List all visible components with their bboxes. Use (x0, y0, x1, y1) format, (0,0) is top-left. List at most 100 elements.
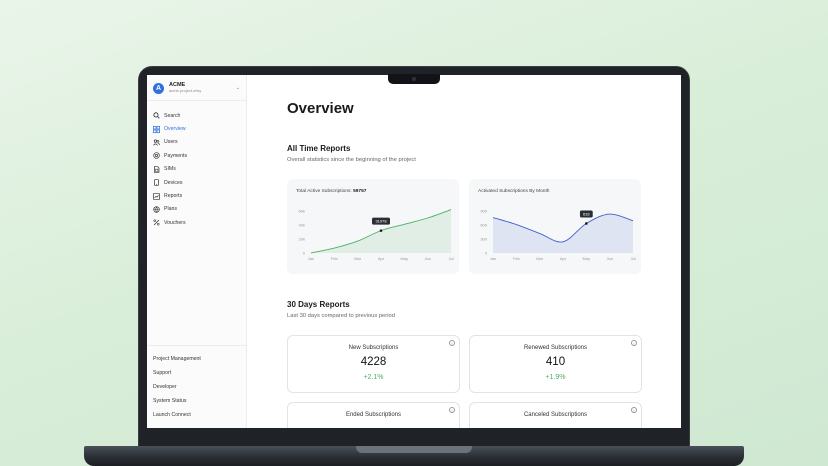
tooltip-box (372, 217, 390, 225)
sidebar-item-vouchers[interactable]: Vouchers (147, 216, 246, 229)
main-content: Overview All Time Reports Overall statis… (247, 75, 681, 428)
sidebar-item-project-management[interactable]: Project Management (153, 356, 201, 362)
workspace-avatar: A (153, 82, 164, 94)
chart-tooltip: 31978 (372, 217, 390, 225)
series-area (493, 214, 633, 253)
stat-label: New Subscriptions (348, 345, 399, 351)
all-time-reports-subtitle: Overall statistics since the beginning o… (287, 157, 416, 163)
search-icon (153, 112, 160, 119)
x-tick-label: Apr (560, 256, 567, 261)
device-icon (153, 179, 160, 187)
thirty-days-reports-subtitle: Last 30 days compared to previous period (287, 313, 395, 319)
sidebar-item-sims[interactable]: SIMs (147, 163, 246, 176)
sidebar-item-label: Payments (164, 152, 188, 159)
sidebar: A ACME acme-project-ehry ⌄ Search Overvi… (147, 75, 247, 428)
stat-card-canceled-subscriptions: i Canceled Subscriptions (469, 402, 642, 428)
sidebar-item-system-status[interactable]: System Status (153, 398, 187, 404)
sidebar-item-developer[interactable]: Developer (153, 384, 177, 390)
stat-label: Renewed Subscriptions (523, 345, 588, 351)
sidebar-item-reports[interactable]: Reports (147, 189, 246, 202)
laptop-base (84, 446, 744, 466)
info-icon[interactable]: i (631, 407, 637, 413)
stat-change: +2.1% (363, 374, 384, 381)
y-tick-label: 40k (299, 223, 305, 228)
sidebar-item-support[interactable]: Support (153, 370, 172, 376)
users-icon (153, 139, 160, 146)
stat-card-renewed-subscriptions: i Renewed Subscriptions 410 +1.9% (469, 335, 642, 393)
x-tick-label: Jul (630, 256, 635, 261)
x-tick-label: Mar (536, 256, 544, 261)
chevron-down-icon: ⌄ (235, 85, 240, 91)
y-tick-label: 900 (480, 209, 487, 214)
sidebar-item-label: Reports (164, 193, 183, 200)
data-point[interactable] (585, 222, 588, 225)
tooltip-box (579, 210, 593, 218)
app-window: A ACME acme-project-ehry ⌄ Search Overvi… (147, 75, 681, 428)
sidebar-item-search[interactable]: Search (147, 109, 246, 122)
x-tick-label: Jan (308, 256, 314, 261)
stat-label: Ended Subscriptions (345, 412, 402, 418)
chart-title: Total Active Subscriptions: 59757 (296, 189, 366, 194)
y-tick-label: 0 (485, 251, 488, 256)
y-tick-label: 300 (480, 237, 487, 242)
sidebar-item-overview[interactable]: Overview (147, 122, 246, 135)
stat-change: +1.9% (545, 374, 566, 381)
stat-value: 410 (545, 356, 566, 368)
x-tick-label: May (583, 256, 591, 261)
plans-icon (153, 206, 160, 213)
laptop-groove (356, 446, 472, 453)
sidebar-item-label: Vouchers (164, 219, 186, 226)
sidebar-bottom-nav: Project Management Support Developer Sys… (147, 345, 246, 422)
info-icon[interactable]: i (449, 407, 455, 413)
page-title: Overview (287, 100, 354, 117)
tooltip-value: 31978 (375, 219, 387, 224)
sidebar-item-label: Overview (164, 126, 186, 133)
y-tick-label: 0 (303, 251, 306, 256)
x-tick-label: Jun (424, 256, 430, 261)
y-tick-label: 20k (299, 237, 305, 242)
grid-icon (153, 125, 160, 133)
camera-notch (388, 74, 440, 84)
workspace-name: ACME (169, 81, 186, 88)
x-tick-label: Jul (448, 256, 453, 261)
percent-icon (153, 219, 160, 226)
chart-title-prefix: Total Active Subscriptions: (296, 189, 352, 194)
info-icon[interactable]: i (631, 340, 637, 346)
chart-tooltip: 633 (579, 210, 593, 218)
payments-icon (153, 152, 160, 160)
x-tick-label: Jan (490, 256, 496, 261)
sidebar-item-label: Devices (164, 179, 183, 186)
all-time-reports-title: All Time Reports (287, 144, 351, 153)
y-tick-label: 600 (480, 223, 487, 228)
info-icon[interactable]: i (449, 340, 455, 346)
activated-subscriptions-chart-card: Activated Subscriptions By Month 900 600 3… (469, 179, 641, 274)
data-point[interactable] (379, 229, 383, 232)
thirty-days-reports-title: 30 Days Reports (287, 300, 350, 309)
sidebar-nav: Search Overview Users Payments (147, 101, 246, 230)
sidebar-item-label: Plans (164, 206, 177, 213)
sidebar-item-payments[interactable]: Payments (147, 149, 246, 162)
x-tick-label: Apr (378, 256, 385, 261)
x-tick-label: Feb (331, 256, 339, 261)
camera-icon (412, 77, 416, 81)
workspace-switcher[interactable]: A ACME acme-project-ehry ⌄ (147, 75, 246, 101)
sidebar-item-launch-connect[interactable]: Launch Connect (153, 412, 191, 418)
workspace-project: acme-project-ehry (169, 88, 202, 94)
stat-card-new-subscriptions: i New Subscriptions 4228 +2.1% (287, 335, 460, 393)
y-tick-label: 60k (299, 209, 305, 214)
x-tick-label: May (401, 256, 409, 261)
chart-title-value: 59757 (353, 189, 367, 194)
stat-card-ended-subscriptions: i Ended Subscriptions (287, 402, 460, 428)
x-tick-label: Jun (606, 256, 612, 261)
stat-value: 4228 (360, 356, 387, 368)
sidebar-item-plans[interactable]: Plans (147, 203, 246, 216)
sidebar-item-label: SIMs (164, 166, 176, 173)
sidebar-item-users[interactable]: Users (147, 136, 246, 149)
sidebar-item-devices[interactable]: Devices (147, 176, 246, 189)
x-tick-label: Mar (354, 256, 362, 261)
active-subscriptions-chart-card: Total Active Subscriptions: 59757 60k 40k… (287, 179, 459, 274)
sim-icon (153, 165, 160, 173)
sidebar-item-label: Users (164, 139, 178, 146)
